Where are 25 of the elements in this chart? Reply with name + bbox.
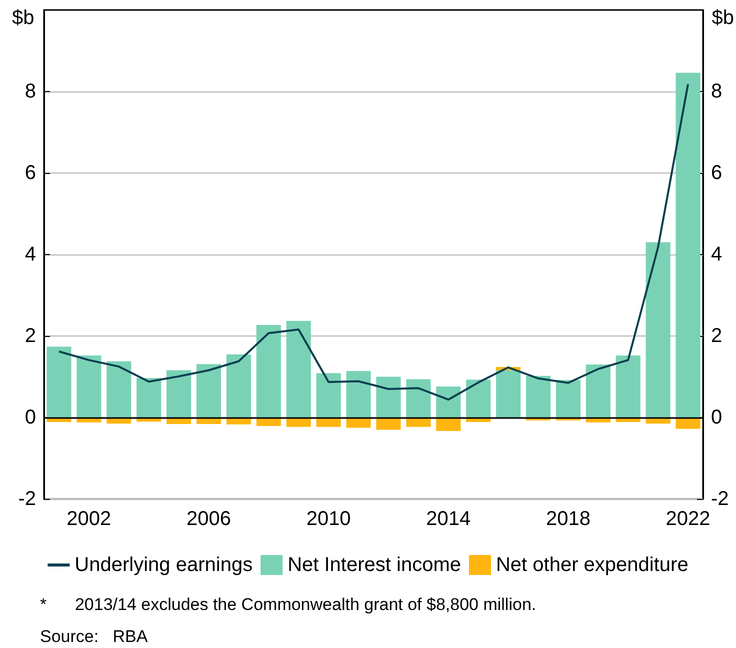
y-tick-label: 4	[24, 244, 36, 266]
legend-label: Net other expenditure	[496, 554, 688, 576]
y2-tick-label: 2	[711, 325, 722, 347]
x-tick-label: 2018	[546, 508, 590, 530]
legend-label: Underlying earnings	[74, 554, 253, 576]
x-tick-label: 2002	[66, 508, 112, 530]
x-tick-label: 2022	[666, 508, 710, 530]
y-tick-label: 8	[24, 80, 36, 102]
y2-tick-label: 6	[711, 162, 722, 184]
text: * 2013/14 excludes the Commonwealth grant of $8,800 million.	[40, 595, 536, 614]
legend-label: Net Interest income	[288, 554, 461, 576]
x-tick-label: 2014	[426, 508, 471, 530]
y-tick-label: -2	[18, 488, 36, 510]
y2-axis-title: $b	[712, 7, 734, 29]
y2-tick-label: -2	[711, 488, 729, 510]
y2-tick-label: 4	[711, 244, 722, 266]
y-tick-label: 0	[24, 406, 36, 428]
y-tick-label: 6	[24, 162, 36, 184]
y-axis-title: $b	[12, 7, 34, 29]
y-tick-label: 2	[24, 325, 36, 347]
y2-tick-label: 0	[711, 406, 722, 428]
x-tick-label: 2006	[186, 508, 231, 530]
x-tick-label: 2010	[306, 508, 351, 530]
y2-tick-label: 8	[711, 80, 722, 102]
source-note: Source: RBA	[40, 627, 148, 646]
